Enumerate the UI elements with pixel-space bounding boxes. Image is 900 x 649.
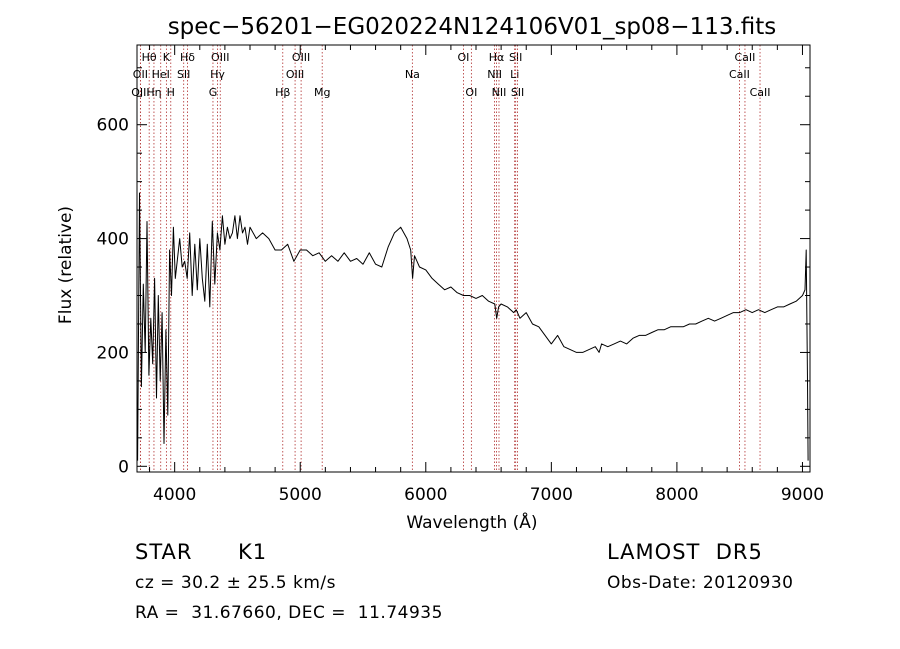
plot-frame: [136, 44, 811, 473]
line-label: OIII: [211, 51, 229, 64]
line-label: OI: [458, 51, 470, 64]
y-tick-label: 600: [97, 116, 129, 136]
line-label: OI: [465, 86, 477, 99]
x-tick-label: 6000: [404, 485, 447, 505]
y-axis-label: Flux (relative): [56, 206, 76, 324]
line-label: K: [163, 51, 171, 64]
line-label: G: [209, 86, 218, 99]
line-label: OIII: [292, 51, 310, 64]
line-label: Hβ: [275, 86, 290, 99]
obs-date: Obs-Date: 20120930: [607, 573, 794, 593]
y-tick-label: 400: [97, 230, 129, 250]
x-tick-label: 5000: [279, 485, 322, 505]
object-class: STAR: [135, 540, 193, 564]
line-label: CaII: [750, 86, 771, 99]
line-label: Na: [405, 68, 420, 81]
line-label: SII: [509, 51, 522, 64]
line-label: Hθ: [142, 51, 157, 64]
line-label: Li: [510, 68, 519, 81]
line-label: CaII: [729, 68, 750, 81]
object-subclass: K1: [238, 540, 268, 564]
line-label: Hα: [489, 51, 505, 64]
line-label: H: [167, 86, 175, 99]
spectrum-series: [137, 192, 809, 461]
x-tick-label: 9000: [781, 485, 824, 505]
line-label: Hγ: [210, 68, 225, 81]
x-tick-label: 7000: [530, 485, 573, 505]
line-label: OIII: [131, 86, 149, 99]
spectrum-line: [137, 192, 809, 461]
coordinates: RA = 31.67660, DEC = 11.74935: [135, 603, 443, 623]
line-label: SII: [511, 86, 524, 99]
x-axis-label: Wavelength (Å): [406, 511, 537, 533]
axis-ticks: 4000 5000 6000 7000 8000 9000 0 200 400 600: [97, 45, 824, 505]
redshift-text: cz = 30.2 ± 25.5 km/s: [135, 573, 336, 593]
line-label: Hη: [146, 86, 161, 99]
line-label: NII: [492, 86, 507, 99]
line-label: Mg: [314, 86, 330, 99]
line-label: OIII: [286, 68, 304, 81]
line-label: Hδ: [180, 51, 195, 64]
y-tick-label: 0: [118, 457, 129, 477]
y-tick-label: 200: [97, 343, 129, 363]
line-label: SII: [177, 68, 190, 81]
x-tick-label: 4000: [153, 485, 196, 505]
survey-label: LAMOST DR5: [607, 540, 763, 564]
line-label: NII: [487, 68, 502, 81]
line-label: HeI: [152, 68, 170, 81]
chart-title: spec−56201−EG020224N124106V01_sp08−113.f…: [168, 14, 777, 40]
line-label: CaII: [734, 51, 755, 64]
x-tick-label: 8000: [655, 485, 698, 505]
